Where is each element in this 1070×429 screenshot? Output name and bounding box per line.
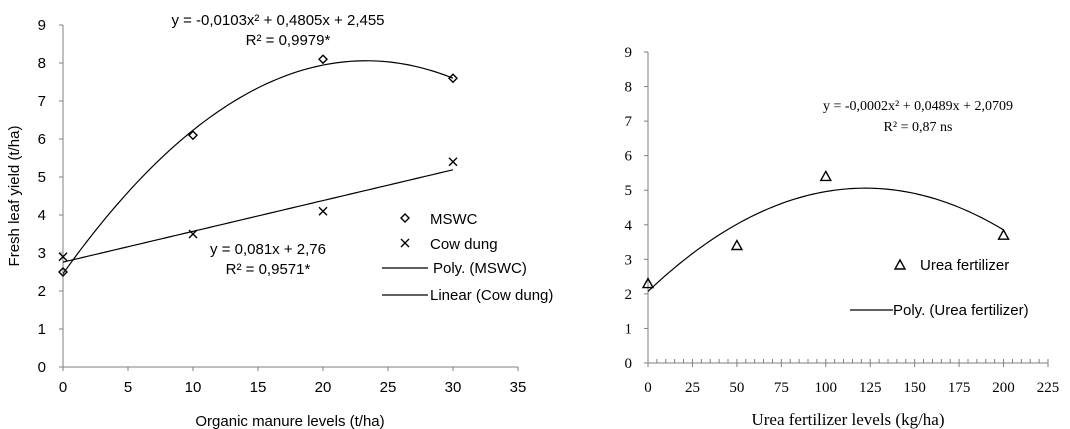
- left-y-tick-label: 1: [38, 321, 46, 338]
- left-y-tick-label: 4: [38, 207, 46, 224]
- left-ticks: 0 1 2 3 4 5 6 7 8 9 0 5 10 15 20 25 30 35: [38, 17, 527, 396]
- left-x-tick-label: 35: [510, 379, 527, 396]
- left-y-tick-label: 3: [38, 245, 46, 262]
- left-x-axis-label: Organic manure levels (t/ha): [195, 413, 384, 429]
- right-x-tick-label: 25: [685, 380, 700, 396]
- right-trendline-poly2: [647, 187, 1004, 292]
- left-y-tick-label: 0: [38, 359, 46, 376]
- right-point-triangle: [730, 239, 744, 251]
- urea-equation: y = -0,0002x² + 0,0489x + 2,0709: [823, 99, 1013, 114]
- left-y-tick-label: 5: [38, 169, 46, 186]
- right-y-tick-label: 4: [625, 218, 633, 234]
- right-point-triangle: [819, 169, 832, 182]
- right-y-tick-label: 6: [625, 149, 633, 165]
- left-point-diamond: [318, 54, 328, 65]
- legend-mswc-label: MSWC: [430, 211, 478, 228]
- right-trendlines: [647, 187, 1004, 292]
- left-point-x: [188, 229, 198, 239]
- legend-mswc-marker: [400, 213, 410, 223]
- right-x-tick-label: 50: [729, 380, 744, 396]
- right-y-tick-label: 1: [625, 321, 633, 337]
- right-point-triangle: [641, 277, 655, 289]
- mswc-equation: y = -0,0103x² + 0,4805x + 2,455: [171, 12, 384, 29]
- right-x-tick-label: 125: [859, 380, 882, 396]
- left-y-tick-label: 2: [38, 283, 46, 300]
- right-ticks: 0 1 2 3 4 5 6 7 8 9 0 25 50 75 100 125 150 175 200 225: [625, 45, 1060, 396]
- right-y-tick-label: 2: [625, 287, 633, 303]
- right-point-triangle: [997, 228, 1010, 240]
- right-chart: 0 1 2 3 4 5 6 7 8 9 0 25 50 75 100 125 150 175 200 225 Urea…: [625, 45, 1060, 429]
- left-x-tick-label: 30: [445, 379, 462, 396]
- left-x-tick-label: 15: [250, 379, 267, 396]
- right-y-tick-label: 0: [625, 356, 633, 372]
- legend-mswc: MSWC: [400, 211, 478, 228]
- right-y-tick-label: 8: [625, 80, 633, 96]
- left-x-tick-label: 0: [59, 379, 67, 396]
- right-x-tick-label: 150: [903, 380, 926, 396]
- left-legend: MSWC Cow dung Poly. (MSWC) Linear (Cow d…: [382, 211, 553, 304]
- left-points: [58, 54, 458, 277]
- right-x-tick-label: 225: [1037, 380, 1060, 396]
- legend-cow-dung: Cow dung: [400, 236, 498, 253]
- left-y-tick-label: 7: [38, 93, 46, 110]
- left-x-tick-label: 5: [124, 379, 132, 396]
- left-point-diamond: [448, 73, 458, 84]
- right-y-tick-label: 9: [625, 45, 633, 61]
- left-y-tick-label: 6: [38, 131, 46, 148]
- mswc-r-squared: R² = 0,9979*: [246, 32, 331, 49]
- legend-urea: Urea fertilizer: [893, 257, 1009, 274]
- right-x-tick-label: 75: [774, 380, 789, 396]
- legend-poly-mswc-label: Poly. (MSWC): [433, 260, 527, 277]
- legend-linear-cow-dung: Linear (Cow dung): [382, 287, 553, 304]
- left-x-tick-label: 10: [185, 379, 202, 396]
- legend-poly-urea-label: Poly. (Urea fertilizer): [893, 302, 1029, 319]
- cow-dung-r-squared: R² = 0,9571*: [226, 261, 311, 278]
- legend-urea-marker: [893, 258, 907, 270]
- right-points: [641, 169, 1010, 289]
- left-point-diamond: [188, 130, 198, 141]
- right-x-tick-label: 200: [992, 380, 1015, 396]
- cow-dung-equation: y = 0,081x + 2,76: [210, 241, 326, 258]
- right-y-tick-label: 7: [625, 114, 633, 130]
- legend-poly-mswc: Poly. (MSWC): [382, 260, 527, 277]
- legend-linear-cow-dung-label: Linear (Cow dung): [430, 287, 553, 304]
- right-y-tick-label: 5: [625, 183, 633, 199]
- legend-poly-urea: Poly. (Urea fertilizer): [850, 302, 1029, 319]
- left-y-tick-label: 9: [38, 17, 46, 34]
- left-x-tick-label: 20: [315, 379, 332, 396]
- left-point-x: [58, 252, 68, 262]
- right-y-tick-label: 3: [625, 252, 633, 268]
- urea-r-squared: R² = 0,87 ns: [884, 120, 953, 135]
- right-legend: Urea fertilizer Poly. (Urea fertilizer): [850, 257, 1029, 319]
- left-point-diamond: [58, 267, 68, 277]
- left-trendline-poly2: [62, 60, 454, 275]
- left-point-x: [318, 206, 328, 216]
- left-chart: 0 1 2 3 4 5 6 7 8 9 0 5 10 15 20 25 30 35 Organic manure …: [6, 12, 553, 429]
- legend-cow-dung-label: Cow dung: [430, 236, 498, 253]
- legend-urea-label: Urea fertilizer: [920, 257, 1009, 274]
- right-x-tick-label: 100: [815, 380, 838, 396]
- right-x-tick-label: 175: [948, 380, 971, 396]
- left-x-tick-label: 25: [380, 379, 397, 396]
- right-x-tick-label: 0: [644, 380, 652, 396]
- left-trendline-linear: [62, 169, 454, 263]
- legend-cow-dung-marker: [400, 238, 410, 248]
- left-trendlines: [62, 60, 454, 275]
- left-y-axis-label: Fresh leaf yield (t/ha): [6, 126, 23, 267]
- left-point-x: [448, 157, 458, 167]
- right-x-axis-label: Urea fertilizer levels (kg/ha): [751, 410, 944, 429]
- left-y-tick-label: 8: [38, 55, 46, 72]
